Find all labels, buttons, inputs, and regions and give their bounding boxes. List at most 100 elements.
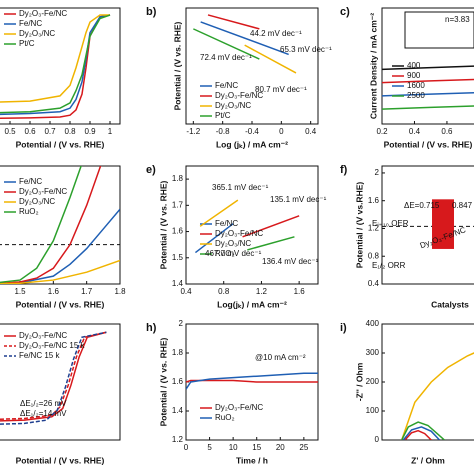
x-axis-label: Potential / (V vs. RHE) xyxy=(384,139,473,149)
x-axis-label: Potential / (V vs. RHE) xyxy=(16,139,105,149)
legend-label: Pt/C xyxy=(215,111,231,120)
series-line xyxy=(199,199,239,227)
panel-label: b) xyxy=(146,6,157,18)
y-tick-label: 100 xyxy=(366,406,380,415)
series-line xyxy=(402,426,441,440)
series-line xyxy=(0,331,107,425)
annotation: Eⱼ₌₁₀ OER xyxy=(372,219,409,228)
series-line xyxy=(401,421,445,440)
series-line xyxy=(382,78,474,84)
series-line xyxy=(242,215,300,238)
legend-label: 400 xyxy=(407,61,421,70)
legend-label: Fe/NC 15 k xyxy=(19,351,60,360)
x-tick-label: 0.6 xyxy=(24,127,36,136)
legend-label: Fe/NC xyxy=(215,219,238,228)
series-line xyxy=(194,223,234,254)
annotation: @10 mA cm⁻² xyxy=(255,353,306,362)
annotation: ΔE=0.715 xyxy=(404,201,440,210)
y-tick-label: 2 xyxy=(375,168,380,177)
legend-label: Dy₂O₃-Fe/NC xyxy=(19,331,67,340)
y-tick-label: 1.8 xyxy=(172,174,184,183)
x-tick-label: 1 xyxy=(108,127,113,136)
x-tick-label: 0.2 xyxy=(376,127,388,136)
series-line xyxy=(0,166,82,284)
y-tick-label: 1.2 xyxy=(172,435,184,444)
y-axis-label: Current Density / mA cm⁻² xyxy=(368,13,378,119)
annotation: 0.847 xyxy=(452,201,473,210)
y-tick-label: 400 xyxy=(366,319,380,328)
annotation: 135.1 mV dec⁻¹ xyxy=(270,195,327,204)
legend-label: Dy₂O₃/NC xyxy=(215,239,251,248)
legend-label: 1600 xyxy=(407,81,425,90)
legend-label: Dy₂O₃/NC xyxy=(19,197,55,206)
legend-label: 2500 xyxy=(407,91,425,100)
panel-label: e) xyxy=(146,164,156,176)
series-line xyxy=(0,14,110,103)
x-axis-label: Potential / (V vs. RHE) xyxy=(16,455,105,465)
y-tick-label: 1.7 xyxy=(172,200,184,209)
bar xyxy=(432,199,454,249)
legend-label: Dy₂O₃/NC xyxy=(215,101,251,110)
y-tick-label: 1.2 xyxy=(368,224,380,233)
x-tick-label: 5 xyxy=(207,443,212,452)
x-tick-label: 0.8 xyxy=(218,287,230,296)
annotation: 467.7 mV dec⁻¹ xyxy=(205,249,262,258)
series-line xyxy=(404,429,432,440)
x-tick-label: 0.4 xyxy=(409,127,421,136)
y-tick-label: 1.4 xyxy=(172,406,184,415)
legend-label: 900 xyxy=(407,71,421,80)
y-axis-label: Potential / (V vs.RHE) xyxy=(354,182,364,269)
annotation: 72.4 mV dec⁻¹ xyxy=(200,53,252,62)
legend-label: Dy₂O₃-Fe/NC xyxy=(215,91,263,100)
x-tick-label: 1.8 xyxy=(114,287,126,296)
annotation: E₁/₂ ORR xyxy=(372,261,406,270)
series-line xyxy=(382,105,474,110)
series-line xyxy=(186,372,318,390)
plot-frame xyxy=(185,165,319,285)
annotation: 44.2 mV dec⁻¹ xyxy=(250,29,302,38)
x-tick-label: 0.8 xyxy=(64,127,76,136)
series-line xyxy=(193,28,260,60)
annotation: n=3.83 xyxy=(445,15,470,24)
x-tick-label: 0.5 xyxy=(4,127,16,136)
legend-label: Dy₂O₃/NC xyxy=(19,29,55,38)
x-tick-label: 0.6 xyxy=(441,127,453,136)
plot-frame xyxy=(0,323,121,441)
y-tick-label: 1.5 xyxy=(172,253,184,262)
legend-label: RuO₂ xyxy=(19,207,39,216)
plot-frame xyxy=(381,165,474,285)
plot-frame xyxy=(0,165,121,285)
series-line xyxy=(0,259,120,284)
legend-label: Dy₂O₃-Fe/NC 15 k xyxy=(19,341,85,350)
x-tick-label: -0.8 xyxy=(216,127,230,136)
y-tick-label: 2 xyxy=(179,319,184,328)
series-line xyxy=(0,331,107,420)
x-tick-label: 0.7 xyxy=(44,127,56,136)
y-tick-label: 1.4 xyxy=(172,279,184,288)
annotation: ΔE₁/₂=26 mV xyxy=(20,399,67,408)
legend-label: Fe/NC xyxy=(215,81,238,90)
y-tick-label: 0.4 xyxy=(368,279,380,288)
series-line xyxy=(200,21,289,56)
annotation: 136.4 mV dec⁻¹ xyxy=(262,257,319,266)
series-line xyxy=(244,44,297,74)
x-tick-label: 1.5 xyxy=(14,287,26,296)
legend-label: Fe/NC xyxy=(19,19,42,28)
x-tick-label: 0 xyxy=(184,443,189,452)
annotation: 65.3 mV dec⁻¹ xyxy=(280,45,332,54)
x-tick-label: 10 xyxy=(229,443,238,452)
plot-frame xyxy=(381,323,474,441)
series-line xyxy=(0,14,111,116)
x-tick-label: 1.7 xyxy=(81,287,93,296)
x-tick-label: 0.4 xyxy=(305,127,317,136)
series-line xyxy=(382,65,474,71)
x-axis-label: Potential / (V vs. RHE) xyxy=(16,299,105,309)
y-axis-label: Potential / (V vs. RHE) xyxy=(158,180,168,269)
series-line xyxy=(0,331,107,422)
legend-label: Dy₂O₃-Fe/NC xyxy=(215,229,263,238)
series-line xyxy=(247,236,295,251)
y-tick-label: 200 xyxy=(366,377,380,386)
x-axis-label: Time / h xyxy=(236,455,268,465)
legend-label: Dy₂O₃-Fe/NC xyxy=(19,9,67,18)
